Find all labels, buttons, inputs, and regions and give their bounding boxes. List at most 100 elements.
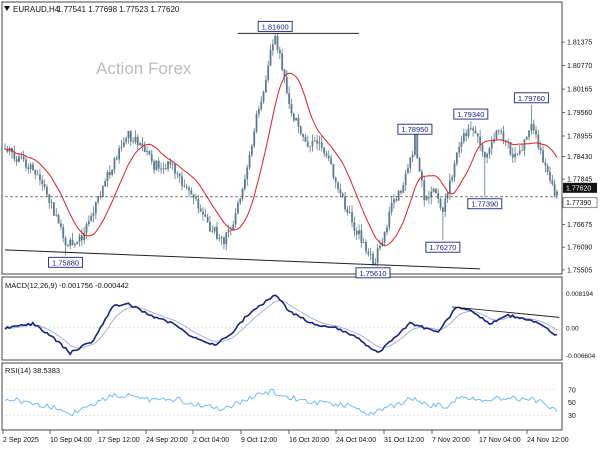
candle-body <box>434 188 437 193</box>
candle-body <box>281 53 284 70</box>
candle-body <box>62 226 65 239</box>
candle-body <box>483 151 486 158</box>
watermark-text: Action Forex <box>96 59 192 78</box>
candle-body <box>458 146 461 153</box>
rsi-line <box>4 388 558 417</box>
price-label-1.79340: 1.79340 <box>453 108 489 120</box>
macd-tick-label: 0.00 <box>566 325 579 332</box>
macd-trendline[interactable] <box>452 306 560 318</box>
candle-body <box>22 156 25 160</box>
candle-body <box>430 191 433 198</box>
price-label-box <box>48 256 84 268</box>
candle-body <box>192 194 195 198</box>
candle-body <box>25 159 27 168</box>
candle-body <box>248 154 251 168</box>
candle-body <box>146 151 148 152</box>
last-price-tag <box>563 182 597 193</box>
candle-body <box>92 213 95 216</box>
candle-body <box>174 163 176 174</box>
price-label-box <box>467 198 503 210</box>
candle-body <box>414 134 416 155</box>
candle-body <box>421 171 423 181</box>
candle-body <box>211 231 214 233</box>
moving-average-line <box>4 72 558 246</box>
candle-body <box>393 199 395 203</box>
candle-body <box>367 251 370 254</box>
price-label-text: 1.78950 <box>401 125 428 134</box>
candle-body <box>34 170 37 175</box>
candle-body <box>237 202 239 214</box>
price-label-text: 1.79760 <box>518 94 545 103</box>
rsi-tick-label: 50 <box>568 400 576 407</box>
macd-title: MACD(12,26,9) -0.001756 -0.000442 <box>5 281 129 290</box>
candle-body <box>344 196 346 210</box>
candle-body <box>313 140 316 142</box>
candle-body <box>448 180 451 194</box>
price-label-box <box>257 20 293 32</box>
candle-body <box>309 146 312 148</box>
candle-body <box>118 148 121 160</box>
candle-body <box>383 232 386 243</box>
candle-body <box>369 253 372 255</box>
candle-body <box>500 131 503 132</box>
candle-body <box>125 138 128 143</box>
candle-body <box>157 160 160 169</box>
candle-body <box>39 174 41 181</box>
candle-body <box>295 117 298 121</box>
candle-body <box>50 202 53 204</box>
candle-body <box>467 128 470 137</box>
candle-body <box>136 136 139 146</box>
candle-body <box>523 139 526 151</box>
candle-body <box>232 224 235 231</box>
candle-body <box>164 168 167 170</box>
candle-body <box>55 214 58 216</box>
candle-body <box>108 171 111 175</box>
candle-body <box>556 191 558 196</box>
candle-body <box>532 124 535 131</box>
price-tick-label: 1.79560 <box>567 110 592 117</box>
candle-body <box>257 108 260 114</box>
macd-tick-label: 0.008194 <box>566 291 593 298</box>
candle-body <box>425 197 428 201</box>
candle-body <box>162 168 165 169</box>
candle-body <box>143 146 146 152</box>
price-label-text: 1.75610 <box>359 269 386 278</box>
price-label-box <box>425 241 461 253</box>
candle-body <box>376 248 379 263</box>
candle-body <box>87 221 90 225</box>
candle-body <box>469 128 472 130</box>
candle-body <box>290 103 293 114</box>
price-trendline[interactable] <box>4 249 481 270</box>
candle-body <box>73 244 76 246</box>
candle-body <box>18 156 20 162</box>
rsi-panel-border <box>1 362 563 431</box>
reference-price-tag-text: 1.77390 <box>566 200 591 207</box>
candle-body <box>115 158 118 160</box>
time-tick-label: 24 Sep 20:00 <box>146 437 188 444</box>
candle-body <box>460 141 463 147</box>
price-label-text: 1.79340 <box>457 110 484 119</box>
candle-body <box>274 36 277 45</box>
price-label-text: 1.81600 <box>262 22 289 31</box>
candle-body <box>150 154 153 162</box>
candle-body <box>64 238 67 246</box>
candle-body <box>57 214 60 224</box>
candle-body <box>497 130 500 132</box>
price-tick-label: 1.81375 <box>567 40 592 47</box>
candle-body <box>502 131 505 141</box>
symbol-header: EURAUD,H4 1.77541 1.77698 1.77523 1.7762… <box>4 5 180 14</box>
price-label-text: 1.75880 <box>52 258 79 267</box>
candle-body <box>432 188 435 192</box>
candle-body <box>474 130 477 134</box>
collapse-triangle-icon[interactable] <box>4 6 10 11</box>
time-tick-label: 17 Sep 12:00 <box>98 437 140 444</box>
candle-body <box>516 153 519 155</box>
macd-line <box>4 294 558 356</box>
candle-body <box>444 198 447 212</box>
candle-body <box>439 199 442 208</box>
candle-body <box>495 130 498 139</box>
candle-body <box>397 191 400 201</box>
rsi-tick-label: 70 <box>568 387 576 394</box>
time-tick-label: 24 Nov 12:00 <box>527 437 569 444</box>
price-label-box <box>453 108 489 120</box>
